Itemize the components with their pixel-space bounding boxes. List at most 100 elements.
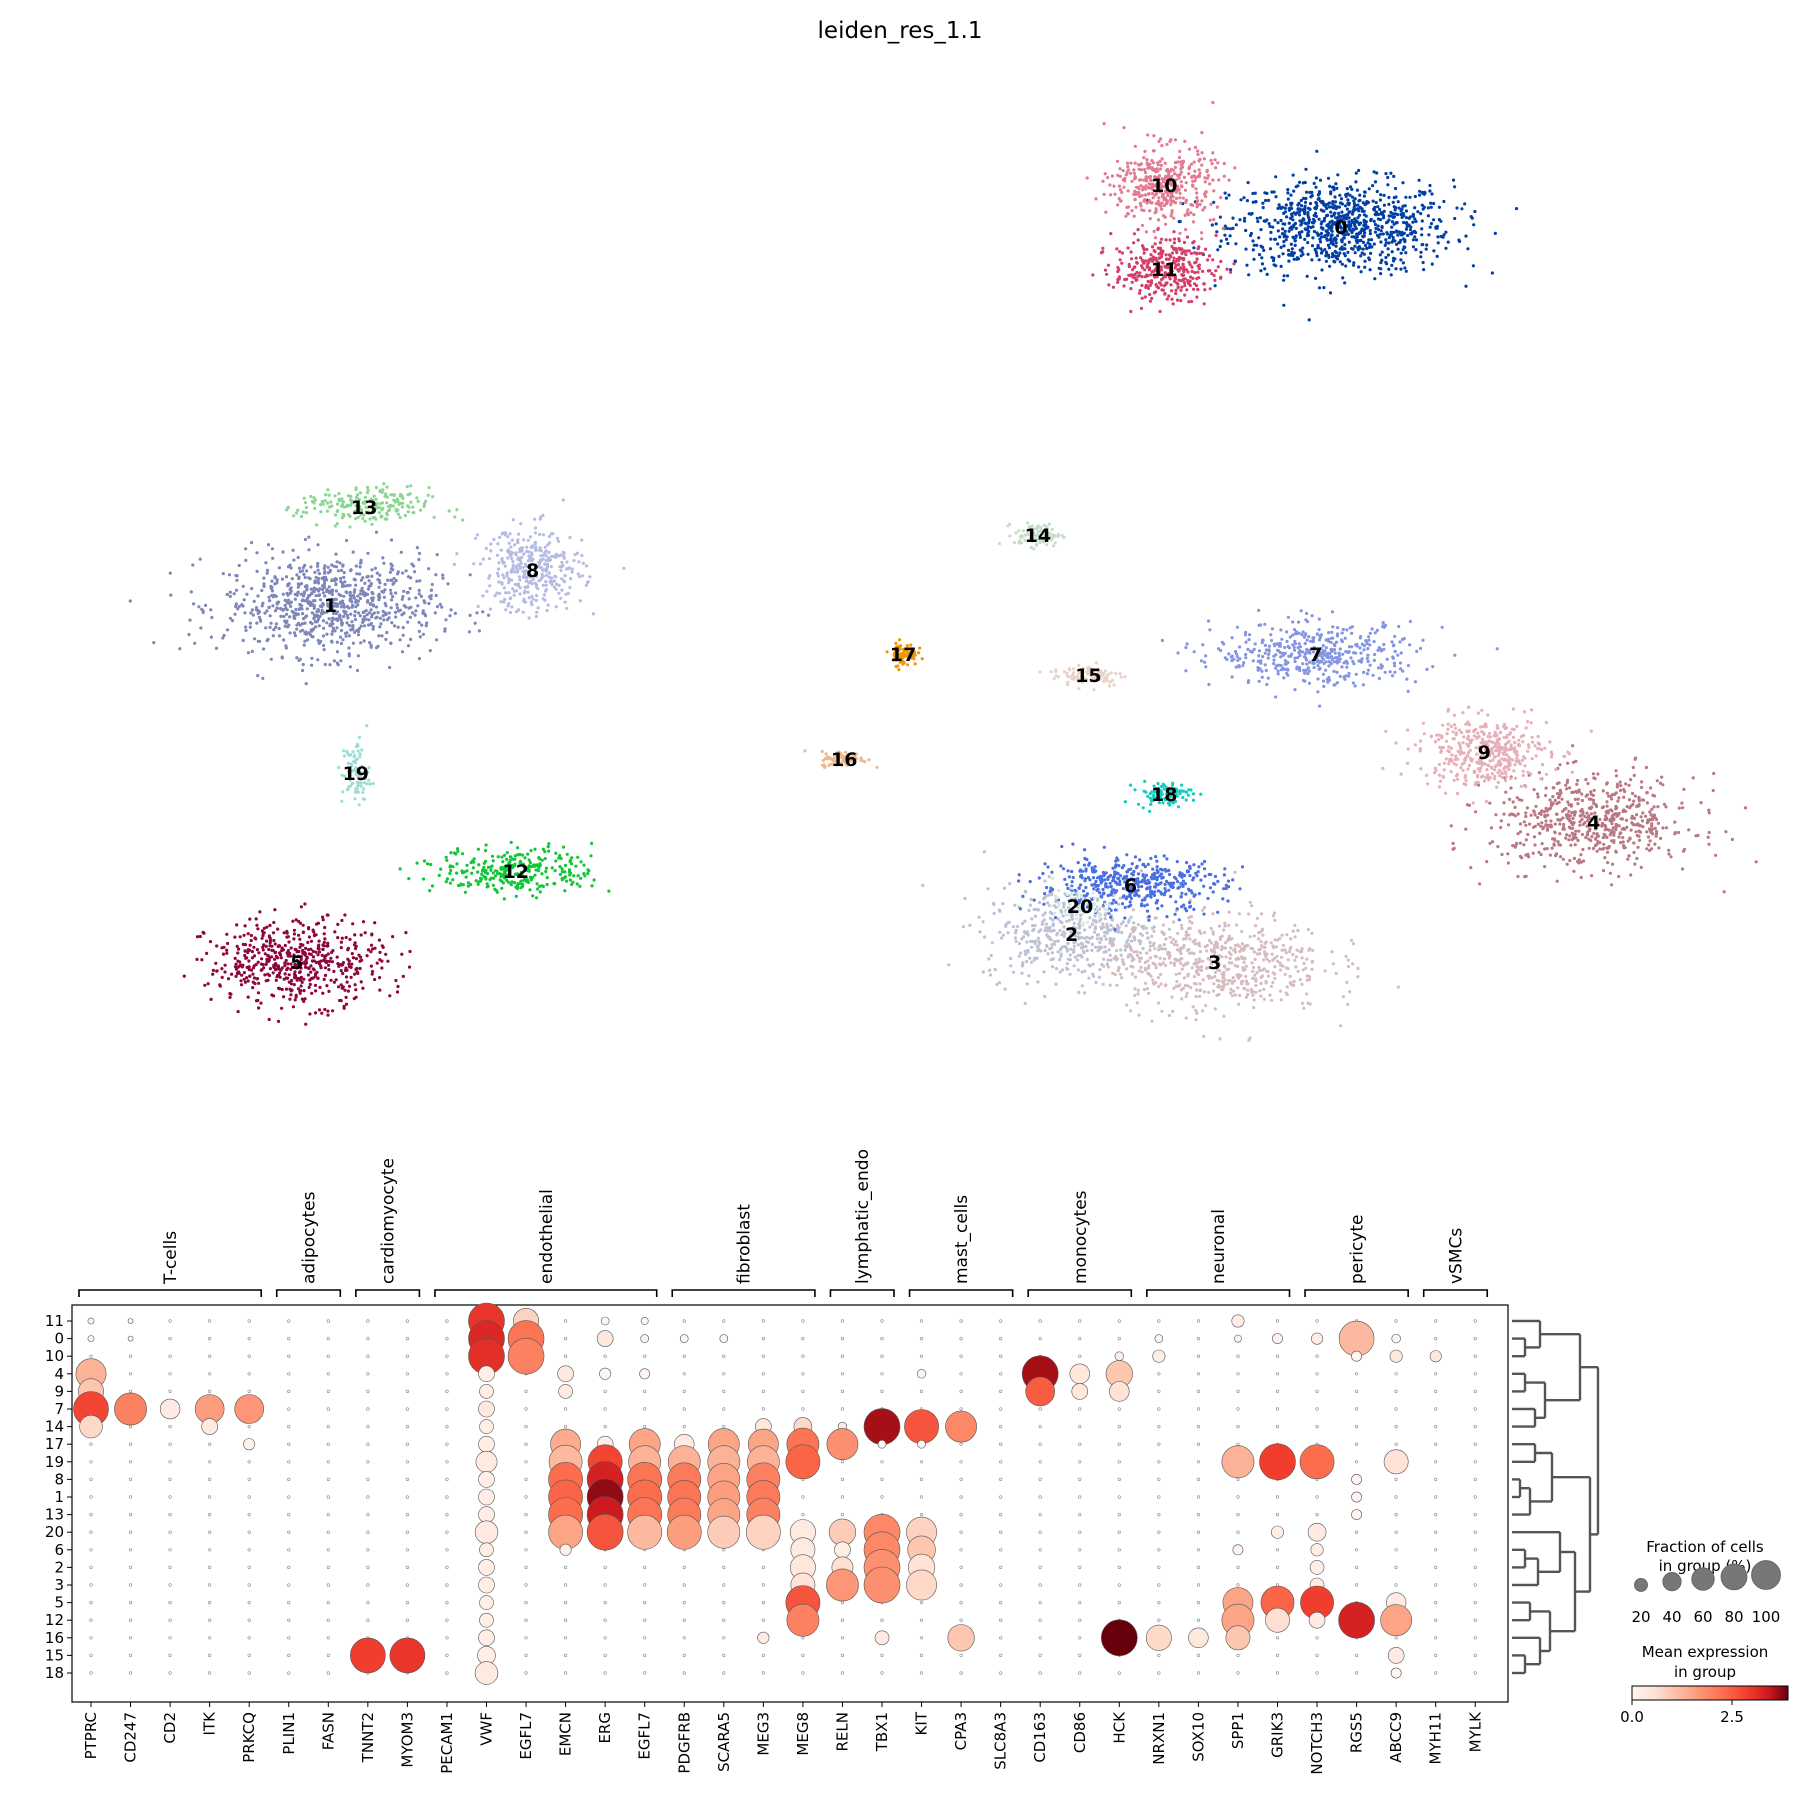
cell-point: [1384, 172, 1388, 176]
cell-point: [1364, 639, 1368, 643]
cell-point: [1260, 256, 1264, 260]
cell-point: [1101, 922, 1105, 926]
cell-point: [335, 661, 339, 665]
cell-point: [279, 614, 283, 619]
cell-point: [248, 625, 252, 629]
cell-point: [1356, 203, 1360, 207]
cell-point: [254, 963, 258, 967]
cell-point: [268, 967, 272, 971]
cell-point: [402, 589, 406, 593]
cell-point: [1640, 785, 1644, 790]
cell-point: [1406, 233, 1410, 238]
cell-point: [310, 622, 314, 626]
cell-point: [1258, 952, 1262, 956]
cell-point: [243, 943, 248, 947]
cell-point: [468, 573, 472, 577]
cell-point: [1277, 254, 1281, 258]
cell-point: [302, 989, 306, 993]
cell-point: [1341, 995, 1345, 999]
cell-point: [1110, 918, 1115, 922]
cell-point: [1206, 974, 1210, 978]
cell-point: [198, 934, 202, 939]
cell-point: [1268, 993, 1272, 997]
cell-point: [1306, 252, 1310, 256]
cell-point: [1027, 974, 1031, 978]
cell-point: [510, 605, 514, 609]
cell-point: [1077, 886, 1081, 890]
cell-point: [1045, 933, 1049, 937]
cell-point: [365, 954, 369, 958]
cell-point: [283, 624, 287, 628]
cell-point: [1093, 865, 1097, 869]
cell-point: [1362, 209, 1366, 213]
cell-point: [1116, 876, 1120, 880]
cell-point: [1059, 947, 1063, 951]
cell-point: [525, 545, 529, 549]
cell-point: [441, 573, 445, 577]
cell-point: [1273, 911, 1277, 915]
cell-point: [335, 650, 339, 654]
cell-point: [1065, 883, 1069, 887]
cell-point: [1338, 201, 1343, 205]
cell-point: [556, 539, 561, 543]
cell-point: [1269, 633, 1273, 637]
cell-point: [1347, 965, 1351, 969]
cell-point: [360, 586, 364, 591]
cell-point: [1590, 835, 1594, 839]
cell-point: [1120, 976, 1124, 980]
cell-point: [1358, 206, 1362, 210]
cell-point: [1264, 648, 1269, 652]
cell-point: [1197, 865, 1201, 869]
cell-point: [268, 625, 272, 630]
cell-point: [1333, 260, 1337, 264]
cell-point: [1123, 916, 1127, 920]
cell-point: [286, 598, 291, 602]
cell-point: [1392, 643, 1396, 647]
cell-point: [302, 643, 306, 647]
cell-point: [395, 603, 399, 607]
cell-point: [1374, 200, 1378, 205]
cell-point: [1306, 213, 1310, 217]
cell-point: [1385, 657, 1389, 661]
cell-point: [1368, 268, 1372, 272]
cell-point: [128, 599, 132, 603]
cell-point: [1334, 216, 1338, 220]
cell-point: [1291, 952, 1295, 957]
cell-point: [1145, 909, 1150, 913]
cell-point: [1271, 914, 1275, 918]
cell-point: [236, 607, 240, 611]
cell-point: [378, 573, 382, 577]
cell-point: [240, 603, 244, 607]
cell-point: [290, 965, 294, 969]
cell-point: [1372, 170, 1376, 174]
cell-point: [1295, 665, 1299, 669]
cell-point: [1224, 941, 1228, 945]
cell-point: [1072, 921, 1076, 925]
cell-point: [341, 563, 345, 567]
cell-point: [308, 1012, 312, 1016]
cell-point: [1654, 834, 1658, 838]
cell-point: [1580, 832, 1584, 837]
cell-point: [1118, 879, 1122, 884]
cell-point: [1277, 649, 1281, 653]
cell-point: [1339, 226, 1343, 230]
cell-point: [1348, 193, 1352, 197]
cell-point: [1677, 806, 1681, 810]
cell-point: [1440, 625, 1444, 629]
cell-point: [1032, 927, 1036, 932]
cell-point: [1333, 656, 1337, 660]
cell-point: [321, 991, 325, 995]
cell-point: [1436, 235, 1440, 239]
cell-point: [1342, 252, 1346, 256]
cell-point: [1190, 966, 1194, 970]
cell-point: [355, 966, 359, 971]
cell-point: [1353, 251, 1357, 255]
cell-point: [1333, 644, 1337, 648]
cell-point: [378, 625, 382, 629]
cell-point: [1372, 208, 1376, 212]
cell-point: [1513, 805, 1517, 810]
cell-point: [406, 620, 410, 624]
cell-point: [1129, 948, 1133, 952]
cell-point: [1148, 940, 1152, 945]
cell-point: [206, 982, 210, 986]
